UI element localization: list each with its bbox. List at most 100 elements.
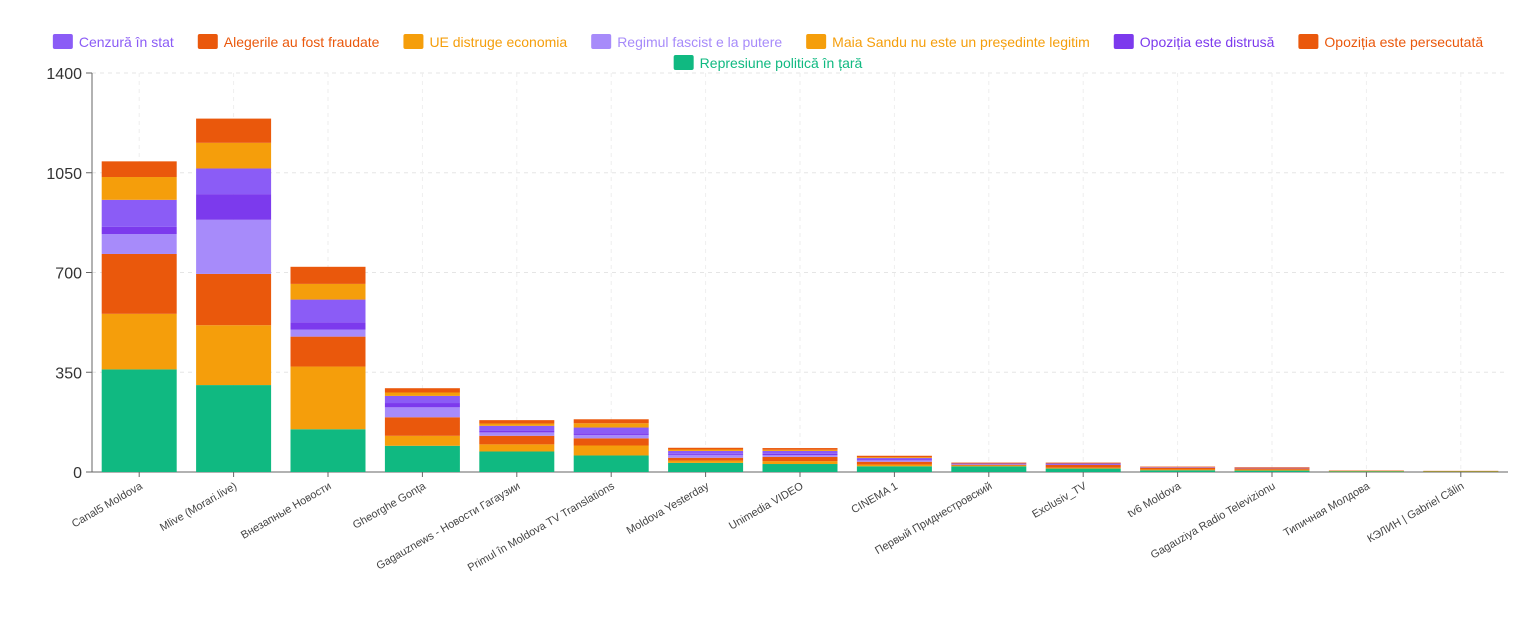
bar-segment-5-2[interactable] bbox=[573, 445, 649, 456]
bar-segment-1-3[interactable] bbox=[196, 273, 272, 326]
bar-segment-8-7[interactable] bbox=[856, 457, 932, 459]
bar-segment-6-8[interactable] bbox=[668, 447, 744, 450]
legend-item-1[interactable]: Alegerile au fost fraudate bbox=[197, 34, 380, 50]
bar-segment-9-3[interactable] bbox=[951, 464, 1027, 466]
bar-segment-7-8[interactable] bbox=[762, 448, 838, 450]
bar-segment-11-8[interactable] bbox=[1140, 466, 1216, 468]
bar-segment-13-3[interactable] bbox=[1328, 470, 1404, 472]
bar-segment-3-7[interactable] bbox=[384, 392, 460, 396]
legend-item-2[interactable]: UE distruge economia bbox=[403, 34, 567, 50]
bar-segment-3-4[interactable] bbox=[384, 407, 460, 418]
bar-segment-0-2[interactable] bbox=[101, 313, 177, 370]
bar-segment-4-3[interactable] bbox=[479, 435, 555, 445]
bar-segment-2-6[interactable] bbox=[290, 299, 366, 323]
bar-segment-9-2[interactable] bbox=[951, 465, 1027, 467]
bar-segment-8-6[interactable] bbox=[856, 458, 932, 460]
legend-item-4[interactable]: Maia Sandu nu este un președinte legitim bbox=[806, 34, 1090, 50]
bar-segment-6-6[interactable] bbox=[668, 450, 744, 454]
bar-segment-0-4[interactable] bbox=[101, 234, 177, 254]
bar-segment-0-3[interactable] bbox=[101, 253, 177, 314]
bar-segment-5-7[interactable] bbox=[573, 423, 649, 428]
bar-segment-4-0[interactable] bbox=[479, 451, 555, 472]
bar-segment-4-7[interactable] bbox=[479, 423, 555, 426]
bar-segment-4-5[interactable] bbox=[479, 430, 555, 433]
bar-segment-7-2[interactable] bbox=[762, 461, 838, 465]
bar-segment-10-0[interactable] bbox=[1045, 468, 1121, 472]
bar-segment-2-0[interactable] bbox=[290, 429, 366, 472]
bar-segment-11-2[interactable] bbox=[1140, 469, 1216, 471]
bar-segment-2-3[interactable] bbox=[290, 336, 366, 367]
bar-segment-5-6[interactable] bbox=[573, 427, 649, 434]
bar-segment-3-6[interactable] bbox=[384, 395, 460, 404]
bar-segment-1-6[interactable] bbox=[196, 168, 272, 195]
bar-segment-12-3[interactable] bbox=[1234, 468, 1310, 470]
bar-segment-7-5[interactable] bbox=[762, 453, 838, 456]
legend-item-7[interactable]: Represiune politică în țară bbox=[673, 55, 863, 71]
bar-segment-4-8[interactable] bbox=[479, 420, 555, 424]
bar-segment-2-5[interactable] bbox=[290, 322, 366, 330]
bar-segment-1-5[interactable] bbox=[196, 194, 272, 220]
bar-segment-3-0[interactable] bbox=[384, 445, 460, 472]
bar-segment-1-0[interactable] bbox=[196, 385, 272, 472]
bar-segment-12-0[interactable] bbox=[1234, 470, 1310, 472]
bar-segment-0-6[interactable] bbox=[101, 199, 177, 227]
bar-segment-4-2[interactable] bbox=[479, 444, 555, 452]
bar-segment-1-2[interactable] bbox=[196, 325, 272, 386]
bar-segment-8-3[interactable] bbox=[856, 461, 932, 465]
bar-segment-3-2[interactable] bbox=[384, 435, 460, 446]
bar-segment-13-2[interactable] bbox=[1328, 470, 1404, 472]
bar-segment-10-2[interactable] bbox=[1045, 467, 1121, 469]
bar-segment-2-2[interactable] bbox=[290, 366, 366, 430]
bar-segment-5-0[interactable] bbox=[573, 455, 649, 472]
bar-segment-12-8[interactable] bbox=[1234, 467, 1310, 468]
bar-segment-0-8[interactable] bbox=[101, 161, 177, 178]
bar-segment-1-7[interactable] bbox=[196, 142, 272, 169]
bar-segment-12-6[interactable] bbox=[1234, 467, 1310, 469]
bar-segment-11-6[interactable] bbox=[1140, 467, 1216, 468]
bar-segment-3-3[interactable] bbox=[384, 417, 460, 436]
bar-segment-5-3[interactable] bbox=[573, 438, 649, 446]
bar-segment-5-5[interactable] bbox=[573, 433, 649, 435]
legend-item-6[interactable]: Opoziția este persecutată bbox=[1298, 34, 1483, 50]
bar-segment-4-4[interactable] bbox=[479, 432, 555, 436]
bar-segment-6-3[interactable] bbox=[668, 457, 744, 461]
bar-segment-10-3[interactable] bbox=[1045, 464, 1121, 468]
legend-item-5[interactable]: Opoziția este distrusă bbox=[1113, 34, 1275, 50]
bar-segment-8-0[interactable] bbox=[856, 466, 932, 472]
bar-segment-11-0[interactable] bbox=[1140, 470, 1216, 472]
bar-segment-2-8[interactable] bbox=[290, 266, 366, 284]
bar-segment-6-0[interactable] bbox=[668, 462, 744, 472]
bar-segment-10-5[interactable] bbox=[1045, 464, 1121, 465]
bar-segment-7-6[interactable] bbox=[762, 450, 838, 454]
bar-segment-5-4[interactable] bbox=[573, 434, 649, 439]
bar-segment-2-7[interactable] bbox=[290, 283, 366, 300]
bar-segment-8-8[interactable] bbox=[856, 455, 932, 458]
bar-segment-14-3[interactable] bbox=[1423, 470, 1499, 472]
bar-segment-7-4[interactable] bbox=[762, 455, 838, 457]
bar-segment-0-5[interactable] bbox=[101, 226, 177, 235]
bar-segment-11-3[interactable] bbox=[1140, 467, 1216, 470]
bar-segment-9-4[interactable] bbox=[951, 464, 1027, 465]
bar-segment-8-4[interactable] bbox=[856, 460, 932, 462]
bar-segment-7-7[interactable] bbox=[762, 449, 838, 451]
bar-segment-1-8[interactable] bbox=[196, 118, 272, 143]
bar-segment-10-4[interactable] bbox=[1045, 464, 1121, 465]
bar-segment-0-0[interactable] bbox=[101, 369, 177, 472]
bar-segment-6-2[interactable] bbox=[668, 460, 744, 463]
bar-segment-6-5[interactable] bbox=[668, 453, 744, 455]
bar-segment-1-4[interactable] bbox=[196, 219, 272, 274]
bar-segment-6-4[interactable] bbox=[668, 454, 744, 458]
bar-segment-5-8[interactable] bbox=[573, 419, 649, 424]
bar-segment-7-3[interactable] bbox=[762, 456, 838, 462]
bar-segment-14-0[interactable] bbox=[1423, 471, 1499, 472]
legend-item-0[interactable]: Cenzură în stat bbox=[52, 34, 174, 50]
bar-segment-14-2[interactable] bbox=[1423, 471, 1499, 472]
bar-segment-0-7[interactable] bbox=[101, 177, 177, 200]
bar-segment-3-8[interactable] bbox=[384, 388, 460, 393]
bar-segment-8-2[interactable] bbox=[856, 464, 932, 467]
bar-segment-9-6[interactable] bbox=[951, 463, 1027, 465]
bar-segment-10-8[interactable] bbox=[1045, 462, 1121, 464]
legend-item-3[interactable]: Regimul fascist e la putere bbox=[591, 34, 782, 50]
bar-segment-8-5[interactable] bbox=[856, 459, 932, 461]
bar-segment-12-2[interactable] bbox=[1234, 469, 1310, 471]
